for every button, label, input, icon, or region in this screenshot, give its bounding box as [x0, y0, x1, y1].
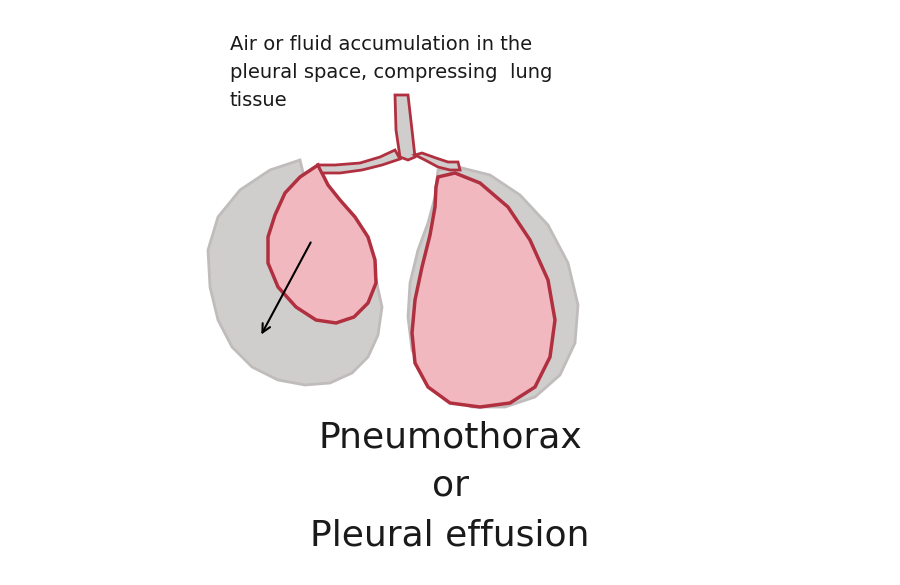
Text: Pneumothorax: Pneumothorax	[318, 420, 582, 454]
Polygon shape	[412, 173, 555, 407]
Polygon shape	[268, 165, 376, 323]
Polygon shape	[208, 160, 382, 385]
Polygon shape	[318, 150, 400, 173]
Text: Pleural effusion: Pleural effusion	[310, 518, 590, 552]
Polygon shape	[415, 153, 460, 170]
Text: Air or fluid accumulation in the
pleural space, compressing  lung
tissue: Air or fluid accumulation in the pleural…	[230, 35, 553, 110]
Text: or: or	[431, 468, 469, 502]
Polygon shape	[408, 167, 578, 407]
Polygon shape	[395, 95, 415, 160]
